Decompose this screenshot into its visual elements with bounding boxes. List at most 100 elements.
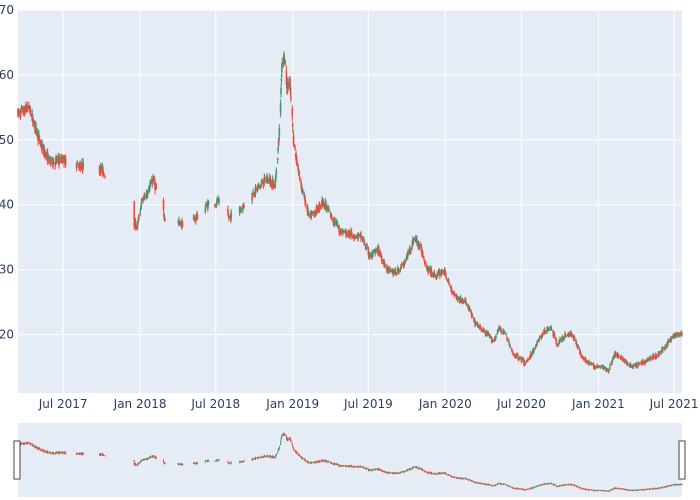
candle-body[interactable] [205,202,207,206]
candle-body[interactable] [275,170,278,172]
candle-body[interactable] [281,62,284,64]
candle-body[interactable] [429,269,432,274]
candle-body[interactable] [22,112,25,114]
candle-body[interactable] [164,219,166,221]
candle-body[interactable] [262,185,265,187]
candle-body[interactable] [404,260,406,262]
candle-body[interactable] [142,199,145,201]
candle-body[interactable] [398,270,401,272]
candle-body[interactable] [643,362,645,364]
candle-body[interactable] [407,251,409,256]
candle-body[interactable] [293,143,295,147]
candle-body[interactable] [285,70,288,86]
candlestick-series[interactable] [17,51,683,374]
candle-body[interactable] [636,365,639,367]
candle-body[interactable] [421,251,424,258]
candle-body[interactable] [64,158,67,166]
candle-body[interactable] [465,302,468,304]
candle-body[interactable] [357,234,360,239]
candle-body[interactable] [448,282,450,286]
candle-body[interactable] [410,249,412,251]
candle-body[interactable] [227,209,229,213]
candle-body[interactable] [266,180,269,182]
candle-body[interactable] [603,366,606,369]
candle-body[interactable] [135,228,137,230]
candle-body[interactable] [599,365,601,368]
candle-body[interactable] [532,349,534,351]
candle-body[interactable] [262,180,264,185]
candle-body[interactable] [334,220,336,225]
candle-body[interactable] [140,201,143,206]
candle-body[interactable] [480,329,483,331]
candle-body[interactable] [553,334,556,338]
candle-body[interactable] [294,148,297,150]
candle-body[interactable] [550,328,553,330]
candle-body[interactable] [340,232,342,234]
candle-body[interactable] [631,365,634,368]
candle-body[interactable] [439,271,442,274]
candle-body[interactable] [486,332,488,336]
candle-body[interactable] [287,82,289,88]
candle-body[interactable] [102,172,105,177]
candle-body[interactable] [591,363,594,365]
candle-body[interactable] [313,212,316,217]
candle-body[interactable] [272,185,275,188]
candle-body[interactable] [283,57,286,59]
candle-body[interactable] [143,196,146,198]
candle-body[interactable] [451,290,453,294]
candle-body[interactable] [650,359,652,361]
candle-body[interactable] [304,202,307,204]
candle-body[interactable] [76,164,78,166]
candle-body[interactable] [35,128,38,134]
candle-body[interactable] [196,213,199,220]
candle-body[interactable] [525,361,528,363]
candle-body[interactable] [585,360,588,363]
candle-body[interactable] [331,217,333,220]
candle-body[interactable] [217,198,219,203]
candle-body[interactable] [380,257,383,261]
candle-body[interactable] [641,360,644,365]
candle-body[interactable] [339,228,341,232]
candle-body[interactable] [604,366,607,368]
candle-body[interactable] [28,105,31,109]
candle-body[interactable] [667,341,670,343]
candle-body[interactable] [533,349,535,352]
candle-body[interactable] [649,357,651,360]
candle-body[interactable] [288,82,291,88]
candle-body[interactable] [461,299,464,303]
candle-body[interactable] [242,204,244,210]
candle-body[interactable] [181,223,184,225]
candle-body[interactable] [502,329,505,333]
candle-body[interactable] [269,178,272,187]
candle-body[interactable] [427,267,430,273]
candle-body[interactable] [638,363,641,365]
candle-body[interactable] [47,154,49,160]
candle-body[interactable] [405,256,408,259]
candle-body[interactable] [489,335,491,338]
candle-body[interactable] [297,165,299,171]
candle-body[interactable] [385,263,387,265]
candle-body[interactable] [647,357,649,360]
candle-body[interactable] [50,163,52,165]
candle-body[interactable] [424,262,427,264]
candle-body[interactable] [429,267,431,270]
candle-body[interactable] [275,173,277,179]
candle-body[interactable] [280,87,282,95]
candle-body[interactable] [292,130,294,132]
candle-body[interactable] [258,184,260,188]
candle-body[interactable] [31,114,34,122]
candle-body[interactable] [207,202,210,205]
candle-body[interactable] [204,206,207,209]
candle-body[interactable] [663,346,666,349]
candle-body[interactable] [582,358,585,360]
candle-body[interactable] [660,351,663,353]
candle-body[interactable] [635,363,638,368]
candle-body[interactable] [80,166,83,168]
candle-body[interactable] [615,353,617,356]
candle-body[interactable] [664,346,667,349]
candle-body[interactable] [23,107,26,115]
candle-body[interactable] [51,159,54,166]
candle-body[interactable] [354,237,357,239]
candle-body[interactable] [56,158,58,162]
candle-body[interactable] [530,353,532,358]
